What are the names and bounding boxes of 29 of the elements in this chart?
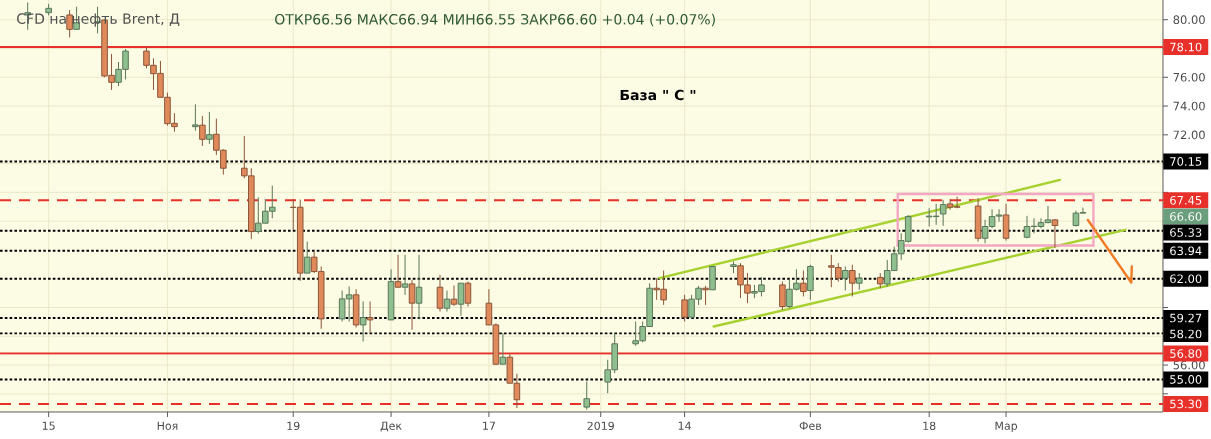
x-tick-label: Ноя: [157, 421, 178, 430]
y-tick-label: 74.00: [1173, 101, 1205, 111]
ref-line-label: 70.15: [1170, 157, 1202, 166]
y-tick-label: 72.00: [1173, 130, 1205, 140]
x-tick-label: 14: [678, 421, 691, 430]
x-tick-label: 2019: [587, 421, 614, 431]
x-tick-label: Фев: [799, 421, 822, 430]
ref-line-label: 59.27: [1170, 313, 1202, 323]
ref-line-label: 55.00: [1170, 375, 1202, 384]
x-tick-label: 18: [923, 421, 936, 431]
y-tick-label: 80.00: [1173, 15, 1205, 25]
x-tick-label: 15: [42, 421, 55, 430]
x-tick-label: Дек: [380, 421, 402, 432]
ref-line-label: 58.20: [1170, 329, 1202, 339]
text: ОТКР66.56 МАКС66.94 МИН66.55 ЗАКР66.60 +0.04 (+0.07%): [275, 13, 715, 27]
ref-line-label: 67.45: [1170, 195, 1202, 205]
x-tick-label: Мар: [995, 421, 1018, 432]
ref-line-label: 56.80: [1170, 349, 1202, 358]
x-tick-label: 19: [287, 421, 300, 431]
text: 66.60: [1170, 212, 1202, 221]
annotation: База " С ": [620, 89, 696, 101]
y-tick-label: 76.00: [1173, 72, 1205, 82]
y-tick-label: 56.00: [1173, 360, 1205, 370]
x-tick-label: 17: [483, 421, 495, 430]
ref-line-label: 63.94: [1170, 246, 1202, 256]
ref-line-label: 65.33: [1170, 228, 1202, 237]
ref-line-label: 53.30: [1170, 399, 1202, 409]
ref-line-label: 62.00: [1170, 274, 1202, 284]
ref-line-label: 78.10: [1170, 42, 1202, 52]
